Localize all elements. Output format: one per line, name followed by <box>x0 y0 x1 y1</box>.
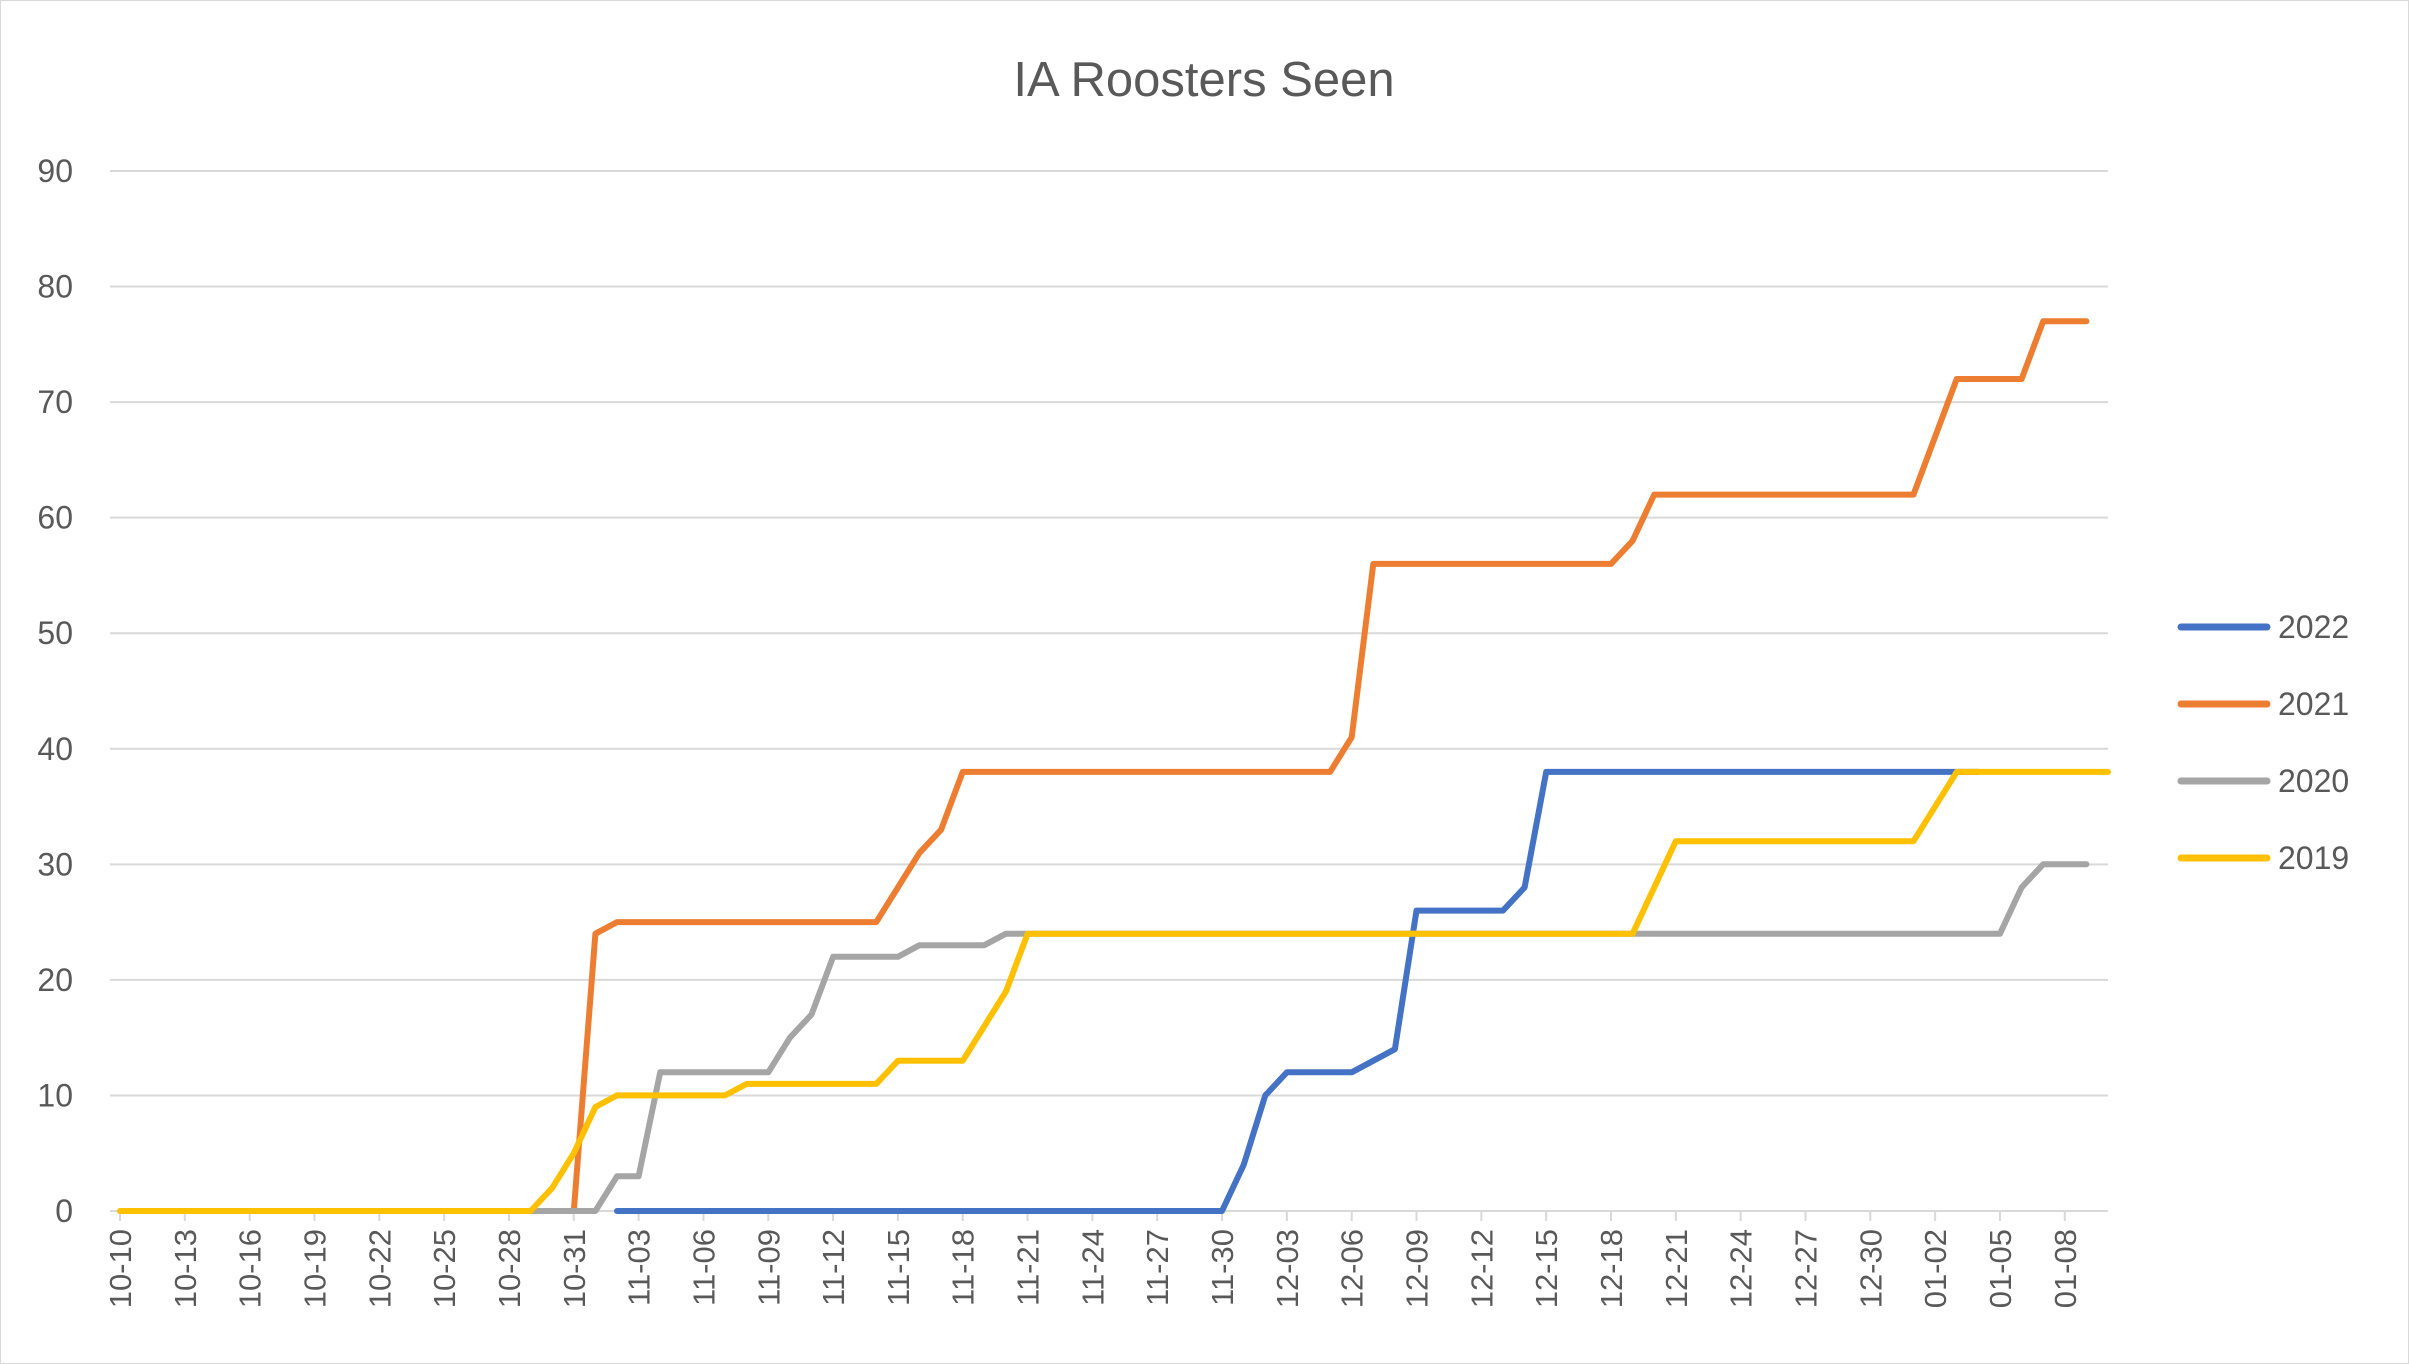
x-tick-label: 11-15 <box>881 1229 916 1306</box>
x-tick-label: 10-22 <box>362 1229 397 1308</box>
y-tick-label: 40 <box>37 731 73 767</box>
x-tick-label: 10-16 <box>233 1229 268 1308</box>
chart-title: IA Roosters Seen <box>1013 53 1394 107</box>
gridlines <box>110 170 2108 1212</box>
legend: 2022 2021 2020 2019 <box>2177 609 2349 876</box>
x-tick-label: 12-15 <box>1529 1229 1564 1308</box>
x-tick-label: 01-05 <box>1983 1229 2018 1308</box>
x-tick-label: 10-28 <box>492 1229 527 1308</box>
y-tick-label: 0 <box>55 1193 73 1229</box>
series-lines <box>117 318 2111 1214</box>
x-tick-label: 12-30 <box>1853 1229 1888 1308</box>
y-tick-label: 60 <box>37 500 73 536</box>
x-tick-label: 12-09 <box>1400 1229 1435 1308</box>
series-line-2019 <box>117 768 2111 1214</box>
x-tick-label: 12-03 <box>1270 1229 1305 1308</box>
x-tick-label: 12-12 <box>1464 1229 1499 1308</box>
x-tick-label: 01-02 <box>1918 1229 1953 1308</box>
y-tick-label: 80 <box>37 269 73 305</box>
x-tick-label: 12-06 <box>1335 1229 1370 1308</box>
y-tick-label: 10 <box>37 1077 73 1113</box>
x-tick-label: 11-06 <box>686 1229 721 1306</box>
x-tick-label: 12-21 <box>1659 1229 1694 1308</box>
legend-label-2022: 2022 <box>2278 609 2349 645</box>
legend-label-2021: 2021 <box>2278 686 2349 722</box>
x-tick-label: 01-08 <box>2048 1229 2083 1308</box>
x-axis-ticks: 10-10 10-13 10-16 10-19 10-22 10-25 10-28 10-31… <box>103 1211 2083 1308</box>
x-tick-label: 12-18 <box>1594 1229 1629 1308</box>
y-tick-label: 90 <box>37 153 73 189</box>
x-tick-label: 11-27 <box>1140 1229 1175 1306</box>
series-line-2021 <box>570 318 2090 1214</box>
y-tick-label: 50 <box>37 615 73 651</box>
legend-label-2020: 2020 <box>2278 763 2349 799</box>
series-line-2020 <box>117 861 2090 1214</box>
x-tick-label: 11-03 <box>622 1229 657 1306</box>
x-tick-label: 11-24 <box>1075 1229 1110 1306</box>
x-tick-label: 10-31 <box>557 1229 592 1308</box>
x-tick-label: 12-24 <box>1724 1229 1759 1308</box>
x-tick-label: 11-09 <box>751 1229 786 1306</box>
x-tick-label: 11-30 <box>1205 1229 1240 1306</box>
y-tick-label: 20 <box>37 962 73 998</box>
x-tick-label: 11-18 <box>946 1229 981 1306</box>
legend-label-2019: 2019 <box>2278 840 2349 876</box>
x-tick-label: 10-19 <box>297 1229 332 1308</box>
x-tick-label: 10-10 <box>103 1229 138 1308</box>
y-tick-label: 70 <box>37 384 73 420</box>
x-tick-label: 11-12 <box>816 1229 851 1306</box>
x-tick-label: 10-13 <box>168 1229 203 1308</box>
x-tick-label: 10-25 <box>427 1229 462 1308</box>
x-tick-label: 12-27 <box>1788 1229 1823 1308</box>
y-tick-label: 30 <box>37 846 73 882</box>
series-line-2022 <box>614 768 1982 1214</box>
x-tick-label: 11-21 <box>1011 1229 1046 1306</box>
y-axis-ticks: 0 10 20 30 40 50 60 70 80 90 <box>37 153 73 1229</box>
